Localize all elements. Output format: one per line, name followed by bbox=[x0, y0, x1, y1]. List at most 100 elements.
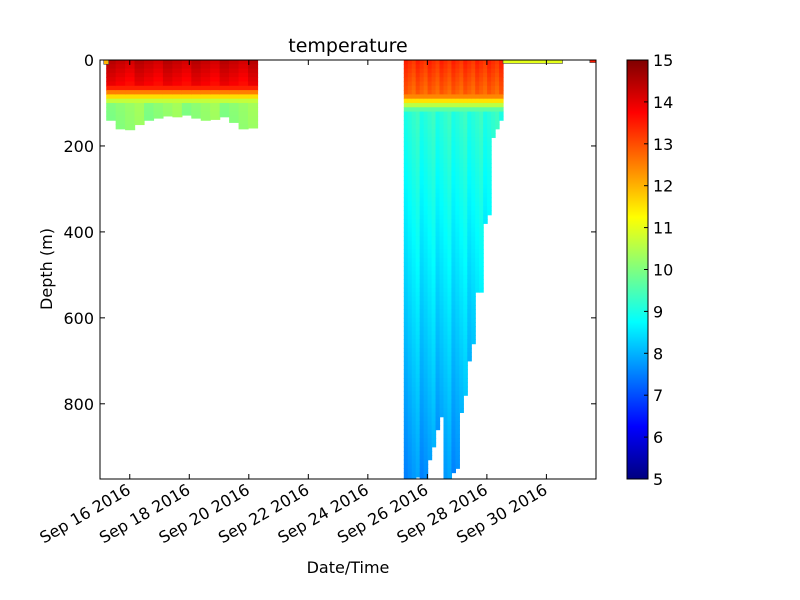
temperature-cell bbox=[423, 420, 429, 426]
temperature-cell bbox=[411, 433, 417, 439]
temperature-cell bbox=[447, 253, 453, 259]
temperature-cell bbox=[447, 399, 453, 405]
temperature-cell bbox=[439, 210, 445, 216]
temperature-cell bbox=[248, 102, 259, 108]
temperature-cell bbox=[443, 347, 449, 353]
temperature-cell bbox=[411, 184, 417, 190]
temperature-cell bbox=[451, 98, 456, 104]
temperature-cell bbox=[219, 64, 230, 70]
temperature-cell bbox=[463, 85, 468, 91]
temperature-cell bbox=[479, 261, 484, 267]
temperature-cell bbox=[435, 64, 441, 70]
temperature-cell bbox=[411, 463, 417, 469]
temperature-cell bbox=[451, 433, 456, 439]
temperature-cell bbox=[455, 386, 460, 392]
temperature-cell bbox=[411, 287, 417, 293]
temperature-cell bbox=[419, 468, 425, 474]
temperature-cell bbox=[487, 90, 492, 95]
temperature-cell bbox=[435, 412, 441, 418]
temperature-cell bbox=[403, 249, 409, 254]
temperature-cell bbox=[463, 77, 468, 83]
temperature-cell bbox=[125, 111, 136, 117]
temperature-cell bbox=[431, 274, 437, 280]
temperature-cell bbox=[415, 463, 421, 469]
temperature-cell bbox=[423, 197, 429, 203]
temperature-cell bbox=[455, 244, 460, 250]
temperature-cell bbox=[423, 210, 429, 216]
temperature-cell bbox=[419, 64, 425, 70]
temperature-cell bbox=[431, 85, 437, 91]
temperature-cell bbox=[415, 292, 421, 297]
temperature-cell bbox=[181, 68, 192, 74]
temperature-cell bbox=[439, 85, 445, 91]
temperature-cell bbox=[483, 107, 488, 113]
temperature-cell bbox=[403, 188, 409, 194]
temperature-cell bbox=[415, 395, 421, 401]
temperature-cell bbox=[483, 145, 488, 151]
temperature-cell bbox=[423, 322, 429, 328]
temperature-cell bbox=[455, 102, 460, 108]
temperature-cell bbox=[475, 279, 480, 285]
temperature-cell bbox=[479, 287, 484, 293]
temperature-cell bbox=[407, 261, 413, 267]
temperature-cell bbox=[463, 176, 468, 181]
temperature-cell bbox=[495, 72, 500, 78]
temperature-cell bbox=[439, 412, 445, 418]
temperature-cell bbox=[463, 253, 468, 259]
temperature-cell bbox=[427, 373, 433, 379]
temperature-cell bbox=[471, 111, 476, 117]
temperature-cell bbox=[455, 223, 460, 229]
temperature-cell bbox=[415, 451, 421, 456]
temperature-cell bbox=[419, 292, 425, 297]
temperature-cell bbox=[451, 266, 456, 272]
temperature-cell bbox=[435, 274, 441, 280]
temperature-cell bbox=[238, 68, 249, 74]
temperature-cell bbox=[479, 283, 484, 289]
temperature-cell bbox=[423, 150, 429, 156]
temperature-cell bbox=[471, 81, 476, 87]
temperature-cell bbox=[455, 283, 460, 289]
temperature-cell bbox=[463, 309, 468, 315]
temperature-cell bbox=[487, 137, 492, 143]
temperature-cell bbox=[459, 244, 464, 250]
temperature-cell bbox=[423, 339, 429, 345]
temperature-cell bbox=[483, 124, 488, 130]
temperature-cell bbox=[439, 300, 445, 306]
temperature-cell bbox=[467, 236, 472, 242]
temperature-cell bbox=[459, 408, 464, 413]
temperature-cell bbox=[495, 98, 500, 104]
temperature-cell bbox=[200, 90, 211, 95]
temperature-cell bbox=[407, 330, 413, 336]
temperature-cell bbox=[467, 356, 472, 362]
temperature-cell bbox=[487, 72, 492, 78]
temperature-cell bbox=[443, 201, 449, 207]
temperature-cell bbox=[491, 81, 496, 87]
temperature-cell bbox=[487, 171, 492, 177]
temperature-cell bbox=[471, 124, 476, 130]
temperature-cell bbox=[248, 120, 259, 126]
surface-strip bbox=[502, 60, 563, 64]
temperature-cell bbox=[475, 244, 480, 250]
temperature-cell bbox=[407, 77, 413, 83]
temperature-cell bbox=[411, 120, 417, 126]
temperature-cell bbox=[459, 240, 464, 246]
temperature-cell bbox=[499, 72, 504, 78]
temperature-cell bbox=[455, 261, 460, 267]
temperature-cell bbox=[467, 352, 472, 358]
temperature-cell bbox=[435, 343, 441, 349]
temperature-cell bbox=[451, 326, 456, 332]
temperature-cell bbox=[423, 352, 429, 358]
temperature-cell bbox=[407, 403, 413, 409]
temperature-cell bbox=[455, 279, 460, 285]
temperature-cell bbox=[229, 102, 240, 108]
temperature-cell bbox=[403, 442, 409, 448]
temperature-cell bbox=[439, 145, 445, 151]
temperature-cell bbox=[475, 240, 480, 246]
temperature-cell bbox=[483, 115, 488, 121]
temperature-cell bbox=[483, 180, 488, 186]
temperature-cell bbox=[419, 77, 425, 83]
temperature-cell bbox=[427, 369, 433, 375]
temperature-cell bbox=[181, 102, 192, 108]
temperature-cell bbox=[447, 270, 453, 276]
